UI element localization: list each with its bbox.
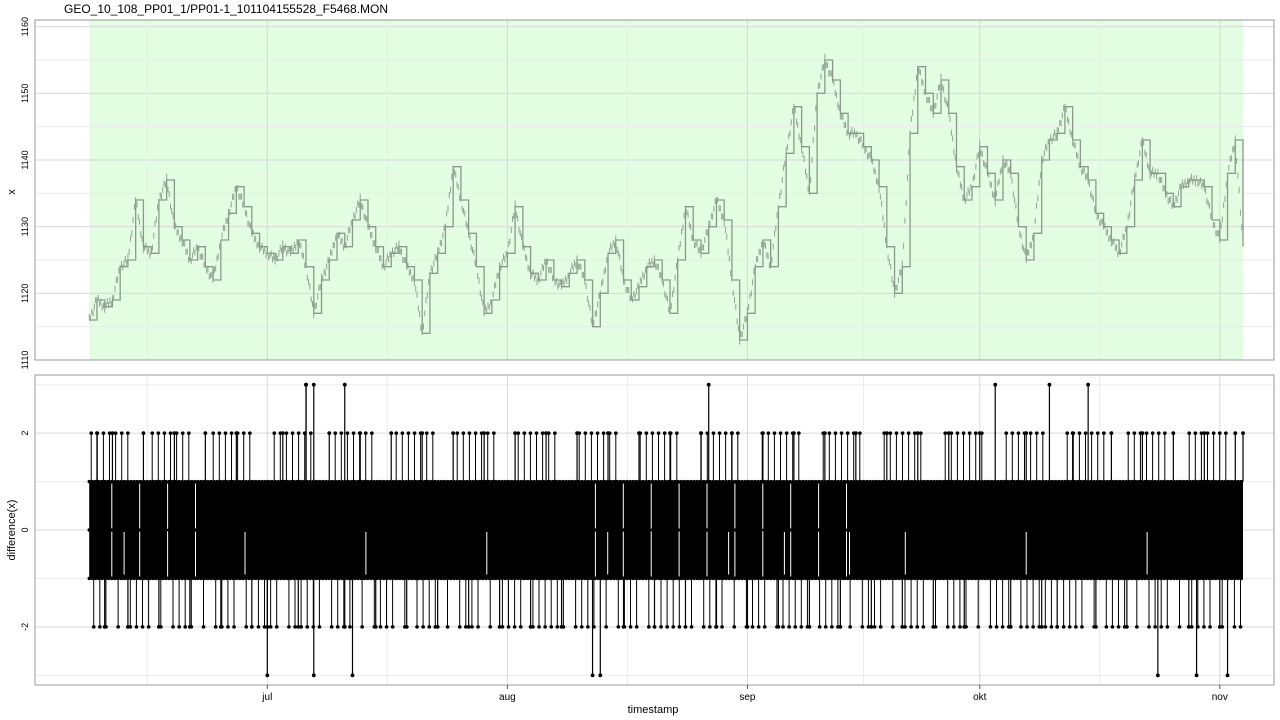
bottom-y-tick-label: 2	[20, 431, 30, 436]
bottom-panel-border	[34, 374, 1275, 686]
top-y-axis-label: x	[6, 189, 18, 195]
x-tick-label: jul	[261, 692, 272, 703]
bottom-spike-point	[451, 431, 456, 436]
bottom-panel: -2 0 2	[20, 374, 1275, 686]
top-panel-border	[34, 19, 1275, 361]
bottom-spike-point	[1155, 673, 1160, 678]
bottom-spike-point	[544, 431, 548, 436]
bottom-spike-point	[884, 431, 889, 436]
bottom-spike-point	[1202, 431, 1207, 436]
bottom-spike-point	[1225, 673, 1230, 678]
bottom-spike-point	[203, 431, 208, 436]
bottom-spike-point	[1047, 382, 1052, 387]
top-y-tick-label: 1120	[20, 284, 30, 303]
x-tick-label: nov	[1212, 692, 1228, 703]
bottom-spike-point	[350, 673, 355, 678]
top-y-tick-label: 1140	[20, 150, 30, 169]
bottom-spike-point	[1194, 673, 1199, 678]
bottom-spike-point	[1171, 431, 1176, 436]
x-tick-label: sep	[739, 692, 756, 703]
x-axis-label: timestamp	[628, 704, 679, 716]
bottom-spike-point	[915, 431, 920, 436]
top-y-tick-label: 1130	[20, 217, 30, 236]
bottom-spike-point	[900, 624, 905, 629]
bottom-spike-point	[497, 624, 502, 629]
bottom-spike-point	[327, 431, 332, 436]
bottom-spike-point	[1055, 624, 1060, 629]
bottom-spike-point	[1186, 624, 1191, 629]
top-series-line	[89, 59, 1244, 341]
bottom-y-tick-label: -2	[20, 623, 30, 631]
bottom-spike-point	[466, 624, 471, 629]
bottom-spike-point	[265, 673, 270, 678]
top-panel: 1110 1120 1130 1140 1150 1160	[20, 17, 1275, 370]
bottom-spike-point	[304, 382, 308, 387]
bottom-spike-point	[946, 431, 951, 436]
chart-title: GEO_10_108_PP01_1/PP01-1_101104155528_F5…	[64, 2, 389, 16]
bottom-spike-point	[869, 624, 874, 629]
top-highlight-region	[89, 20, 1244, 360]
bottom-spike-point	[110, 431, 115, 436]
bottom-spike-point	[389, 431, 394, 436]
bottom-spike-point	[249, 624, 254, 629]
bottom-dense-spike-points	[89, 431, 1243, 629]
top-y-tick-label: 1150	[20, 84, 30, 103]
bottom-spike-point	[1241, 431, 1245, 436]
x-axis: jul aug sep okt nov	[261, 685, 1228, 703]
bottom-band-points	[87, 479, 1244, 581]
bottom-spike-point	[1233, 431, 1238, 436]
bottom-spike-point	[706, 382, 711, 387]
bottom-y-axis-label: difference(x)	[6, 500, 18, 561]
bottom-spike-point	[513, 431, 518, 436]
top-y-tick-label: 1110	[20, 351, 30, 370]
bottom-spike-point	[598, 673, 603, 678]
bottom-spike-point	[311, 673, 316, 678]
top-y-tick-label: 1160	[20, 17, 30, 36]
bottom-spike-point	[683, 624, 688, 629]
bottom-spike-point	[590, 673, 595, 678]
bottom-spike-point	[342, 382, 347, 387]
x-tick-label: okt	[973, 692, 987, 703]
bottom-spike-point	[993, 382, 998, 387]
bottom-y-tick-label: 0	[20, 527, 30, 532]
bottom-spike-point	[1109, 431, 1114, 436]
x-tick-label: aug	[499, 692, 516, 703]
bottom-spike-point	[1086, 382, 1091, 387]
bottom-spike-point	[652, 624, 657, 629]
bottom-spike-point	[296, 624, 301, 629]
top-series-texture	[88, 53, 1243, 345]
bottom-dense-spikes	[90, 433, 1242, 627]
bottom-spike-point	[311, 382, 316, 387]
bottom-spike-point	[141, 431, 146, 436]
